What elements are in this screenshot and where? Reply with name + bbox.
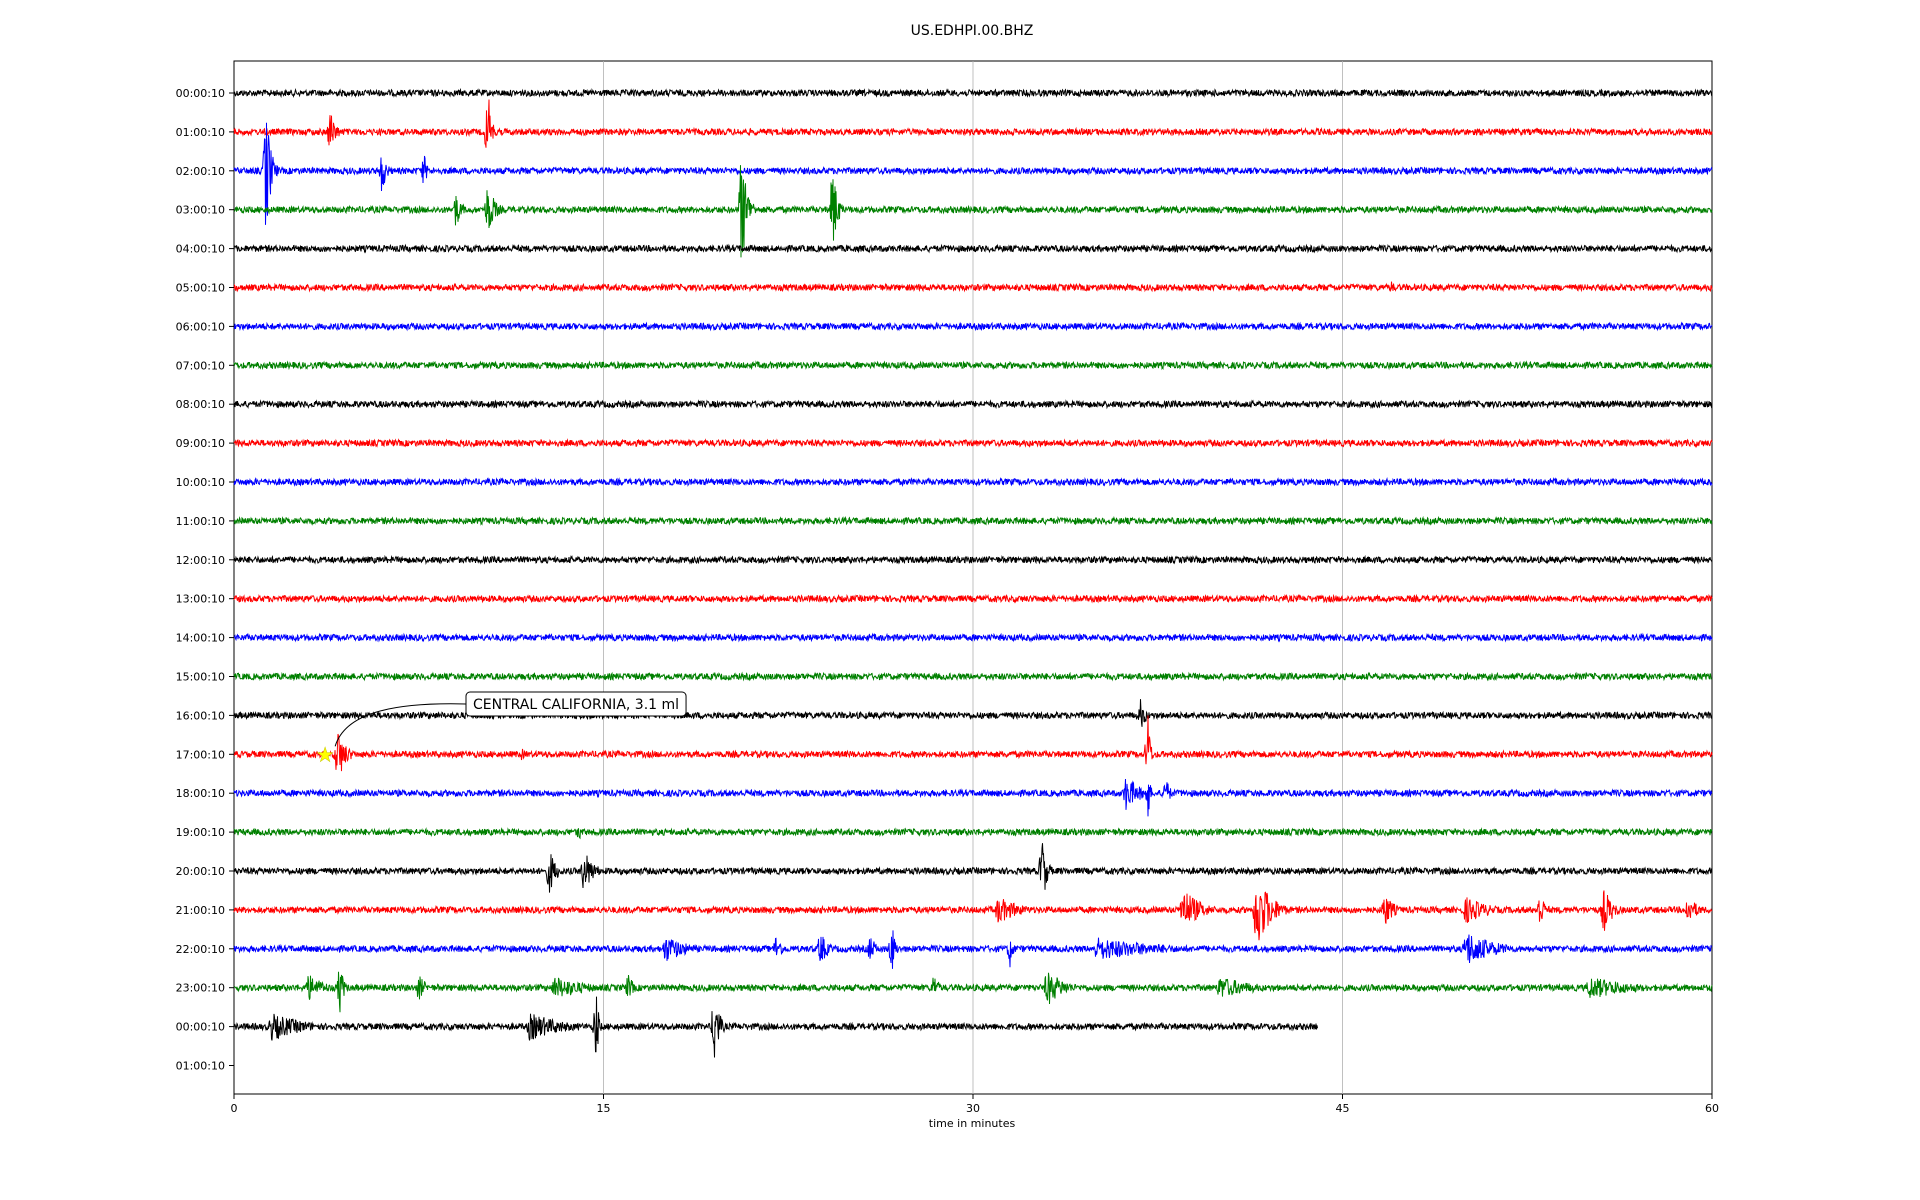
x-tick-label: 0 bbox=[231, 1102, 238, 1115]
y-tick-label: 07:00:10 bbox=[176, 359, 225, 372]
trace-line bbox=[233, 399, 1713, 410]
trace-line bbox=[233, 971, 1713, 1013]
trace-line bbox=[233, 360, 1713, 371]
y-tick-label: 01:00:10 bbox=[176, 1060, 225, 1073]
trace-line bbox=[233, 438, 1713, 449]
y-tick-label: 19:00:10 bbox=[176, 826, 225, 839]
y-tick-label: 21:00:10 bbox=[176, 904, 225, 917]
trace-line bbox=[233, 699, 1713, 727]
y-tick-label: 12:00:10 bbox=[176, 554, 225, 567]
y-tick-label: 02:00:10 bbox=[176, 165, 225, 178]
annotation-box bbox=[465, 691, 687, 717]
trace-line bbox=[233, 827, 1713, 840]
trace-line bbox=[233, 321, 1713, 332]
trace-line bbox=[233, 243, 1713, 254]
y-tick-label: 00:00:10 bbox=[176, 1021, 225, 1034]
y-tick-label: 13:00:10 bbox=[176, 593, 225, 606]
chart-title: US.EDHPI.00.BHZ bbox=[911, 23, 1034, 39]
trace-line bbox=[233, 715, 1713, 772]
annotation-label: CENTRAL CALIFORNIA, 3.1 ml bbox=[473, 697, 679, 713]
y-tick-label: 00:00:10 bbox=[176, 87, 225, 100]
trace-line bbox=[233, 930, 1713, 969]
y-tick-label: 15:00:10 bbox=[176, 671, 225, 684]
x-tick-label: 15 bbox=[597, 1102, 611, 1115]
trace-line bbox=[233, 87, 1713, 99]
trace-line bbox=[233, 554, 1713, 565]
trace-line bbox=[233, 593, 1713, 604]
y-tick-label: 23:00:10 bbox=[176, 982, 225, 995]
trace-line bbox=[233, 476, 1713, 487]
trace-line bbox=[233, 515, 1713, 526]
x-tick-label: 45 bbox=[1336, 1102, 1350, 1115]
trace-line bbox=[233, 996, 1318, 1058]
y-tick-label: 11:00:10 bbox=[176, 515, 225, 528]
grid-lines bbox=[603, 61, 1343, 1094]
x-tick-label: 60 bbox=[1705, 1102, 1719, 1115]
y-tick-label: 05:00:10 bbox=[176, 282, 225, 295]
y-tick-label: 04:00:10 bbox=[176, 243, 225, 256]
trace-line bbox=[233, 122, 1713, 225]
y-tick-label: 08:00:10 bbox=[176, 398, 225, 411]
y-tick-label: 22:00:10 bbox=[176, 943, 225, 956]
trace-line bbox=[233, 890, 1713, 941]
trace-line bbox=[233, 843, 1713, 893]
trace-line bbox=[233, 778, 1713, 817]
trace-line bbox=[233, 99, 1713, 148]
y-tick-label: 06:00:10 bbox=[176, 320, 225, 333]
y-tick-label: 01:00:10 bbox=[176, 126, 225, 139]
y-tick-label: 17:00:10 bbox=[176, 748, 225, 761]
y-tick-label: 18:00:10 bbox=[176, 787, 225, 800]
event-annotation: ★ CENTRAL CALIFORNIA, 3.1 ml bbox=[316, 691, 687, 767]
event-star-marker: ★ bbox=[316, 742, 334, 766]
y-tick-label: 14:00:10 bbox=[176, 632, 225, 645]
trace-line bbox=[233, 632, 1713, 643]
y-tick-label: 10:00:10 bbox=[176, 476, 225, 489]
trace-line bbox=[233, 671, 1713, 682]
traces bbox=[233, 87, 1713, 1058]
trace-line bbox=[233, 165, 1713, 258]
axis-ticks: 0 15 30 45 60 00:00:10 01:00:10 02:00:10 03:00:1… bbox=[176, 87, 1719, 1115]
x-axis-label: time in minutes bbox=[929, 1117, 1016, 1130]
y-tick-label: 03:00:10 bbox=[176, 204, 225, 217]
trace-line bbox=[233, 281, 1713, 293]
y-tick-label: 20:00:10 bbox=[176, 865, 225, 878]
x-tick-label: 30 bbox=[966, 1102, 980, 1115]
y-tick-label: 09:00:10 bbox=[176, 437, 225, 450]
y-tick-label: 16:00:10 bbox=[176, 709, 225, 722]
annotation-arrow bbox=[334, 703, 467, 747]
